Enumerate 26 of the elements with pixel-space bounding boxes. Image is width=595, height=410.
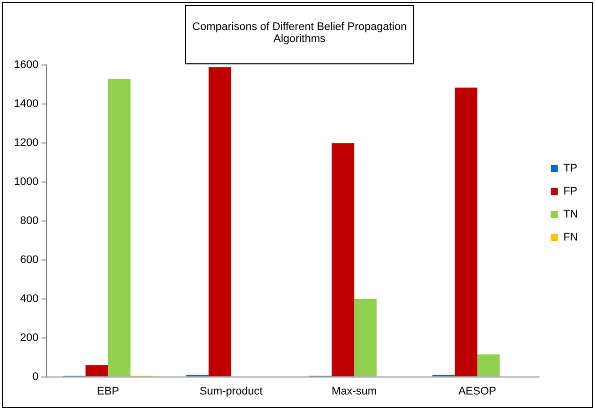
y-tick-label: 600 [20,254,38,266]
y-tick-label: 1600 [14,59,38,72]
y-tick-label: 400 [20,292,38,305]
y-tick-label: 200 [20,332,38,344]
y-tick-label: 800 [20,215,38,228]
bar [477,354,500,376]
bar [208,67,232,376]
legend-label: FP [563,186,578,198]
bar [454,88,478,376]
y-tick-label: 1000 [14,176,38,188]
bar [354,298,377,376]
bar [86,365,108,376]
bar [332,143,354,376]
y-tick-label: 1400 [14,98,38,110]
legend-label: TP [563,162,578,175]
legend-label: TN [563,208,578,221]
text: Comparisons of Different Belief Propagation [192,21,407,34]
x-tick-label: Sum-product [200,385,263,398]
x-tick-label: AESOP [458,385,496,398]
legend-label: FN [563,232,578,244]
x-tick-label: EBP [97,385,120,398]
y-tick-label: 0 [32,370,38,383]
x-tick-label: Max-sum [332,385,377,398]
bar [108,78,130,376]
y-tick-label: 1200 [14,137,38,150]
text: Algorithms [274,33,326,46]
